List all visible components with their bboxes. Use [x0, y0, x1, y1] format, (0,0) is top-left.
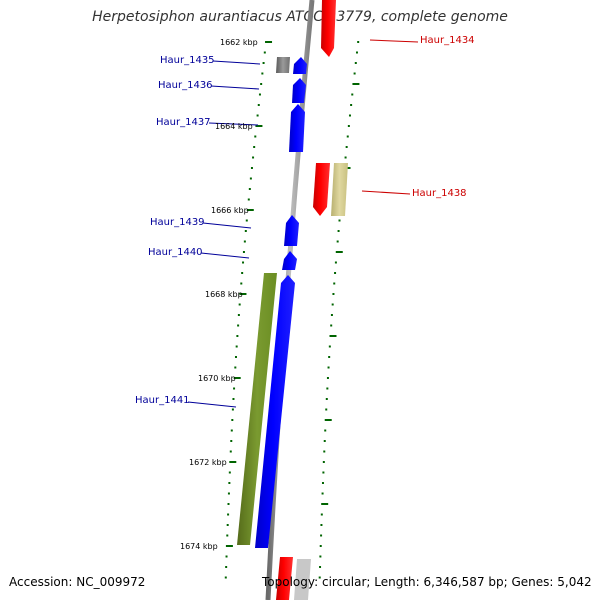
gene-haur-1436[interactable] [292, 78, 306, 103]
gene-haur-1434[interactable] [321, 0, 336, 57]
leader-haur-1434 [369, 39, 419, 43]
label-haur-1434[interactable]: Haur_1434 [420, 35, 475, 46]
gene-haur-1439[interactable] [284, 215, 299, 246]
gene-reverse-bottom[interactable] [276, 557, 311, 600]
pseudo-gene-gray[interactable] [276, 57, 290, 73]
leader-haur-1435 [212, 60, 261, 65]
tick-label-1662: 1662 kbp [220, 38, 258, 47]
gene-haur-1438[interactable] [313, 163, 330, 216]
gene-haur-1441[interactable] [255, 275, 295, 548]
label-haur-1439[interactable]: Haur_1439 [150, 217, 205, 228]
trna-khaki[interactable] [331, 163, 348, 216]
rrna-gene-green[interactable] [237, 273, 277, 545]
gene-haur-1440[interactable] [282, 251, 297, 270]
gene-haur-1437[interactable] [289, 104, 305, 152]
label-haur-1436[interactable]: Haur_1436 [158, 80, 213, 91]
leader-haur-1437 [208, 122, 259, 126]
tick-label-1670: 1670 kbp [198, 374, 236, 383]
leader-haur-1441 [187, 401, 237, 408]
tick-label-1668: 1668 kbp [205, 290, 243, 299]
tick-label-1674: 1674 kbp [180, 542, 218, 551]
topology-text: Topology: circular; Length: 6,346,587 bp… [262, 575, 592, 589]
tick-label-1666: 1666 kbp [211, 206, 249, 215]
map-title: Herpetosiphon aurantiacus ATCC 23779, co… [92, 9, 508, 25]
outer-tick-ring [318, 41, 360, 579]
leader-haur-1438 [361, 190, 411, 195]
label-haur-1441[interactable]: Haur_1441 [135, 395, 190, 406]
leader-haur-1439 [202, 222, 252, 229]
label-haur-1437[interactable]: Haur_1437 [156, 117, 211, 128]
label-haur-1440[interactable]: Haur_1440 [148, 247, 203, 258]
tick-label-1664: 1664 kbp [215, 122, 253, 131]
leader-haur-1436 [210, 85, 260, 90]
accession-text: Accession: NC_009972 [9, 575, 146, 589]
inner-tick-ring [224, 41, 273, 579]
label-haur-1435[interactable]: Haur_1435 [160, 55, 215, 66]
gene-haur-1435[interactable] [293, 57, 307, 74]
tick-label-1672: 1672 kbp [189, 458, 227, 467]
leader-haur-1440 [200, 252, 250, 259]
label-haur-1438[interactable]: Haur_1438 [412, 188, 467, 199]
